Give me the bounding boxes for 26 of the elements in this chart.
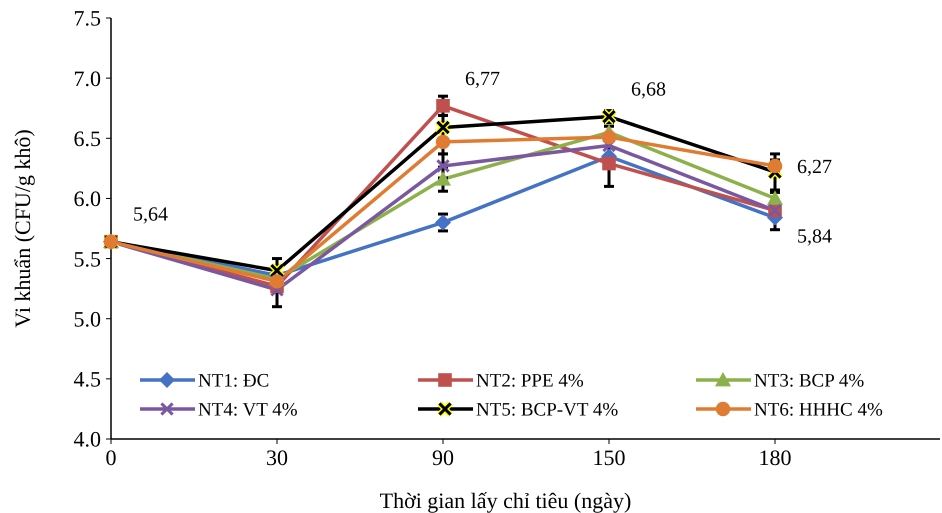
legend-label: NT2: PPE 4% xyxy=(476,370,584,392)
x-axis-title: Thời gian lấy chỉ tiêu (ngày) xyxy=(380,488,632,513)
legend-label: NT1: ĐC xyxy=(198,370,270,392)
y-tick-label: 6.5 xyxy=(74,126,101,151)
legend-label: NT6: HHHC 4% xyxy=(754,400,883,421)
x-tick-label: 30 xyxy=(266,445,288,470)
y-tick-label: 5.0 xyxy=(74,306,101,332)
y-tick-label: 7.0 xyxy=(74,66,101,91)
y-axis-title: Vi khuẩn (CFU/g khô) xyxy=(10,129,35,328)
y-tick-label: 6.0 xyxy=(74,186,101,212)
y-tick-label: 4.0 xyxy=(74,426,101,452)
annotation: 6,68 xyxy=(631,78,666,101)
y-tick-label: 7.5 xyxy=(74,6,101,31)
y-tick-label: 5.5 xyxy=(74,246,101,272)
x-tick-label: 180 xyxy=(758,445,792,470)
y-tick-label: 4.5 xyxy=(74,366,101,392)
annotation: 6,77 xyxy=(465,68,500,90)
x-tick-label: 150 xyxy=(592,445,626,470)
legend-label: NT5: BCP-VT 4% xyxy=(476,400,618,421)
legend-label: NT4: VT 4% xyxy=(198,400,298,421)
x-tick-label: 0 xyxy=(106,445,116,470)
annotation: 5,64 xyxy=(133,204,168,226)
annotation: 5,84 xyxy=(797,226,832,248)
annotation: 6,27 xyxy=(797,156,832,178)
legend-label: NT3: BCP 4% xyxy=(754,370,864,392)
x-tick-label: 90 xyxy=(432,445,454,470)
